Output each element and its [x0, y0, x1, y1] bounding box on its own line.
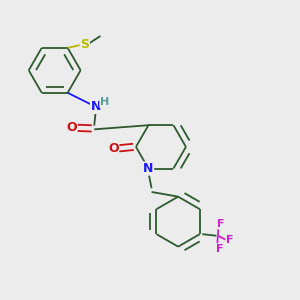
Text: N: N	[91, 100, 101, 113]
Text: O: O	[108, 142, 119, 155]
Text: S: S	[80, 38, 89, 51]
Text: F: F	[226, 236, 233, 245]
Text: N: N	[143, 162, 154, 175]
Text: O: O	[66, 121, 77, 134]
Text: F: F	[216, 244, 223, 254]
Text: F: F	[217, 219, 225, 229]
Text: H: H	[100, 97, 109, 107]
